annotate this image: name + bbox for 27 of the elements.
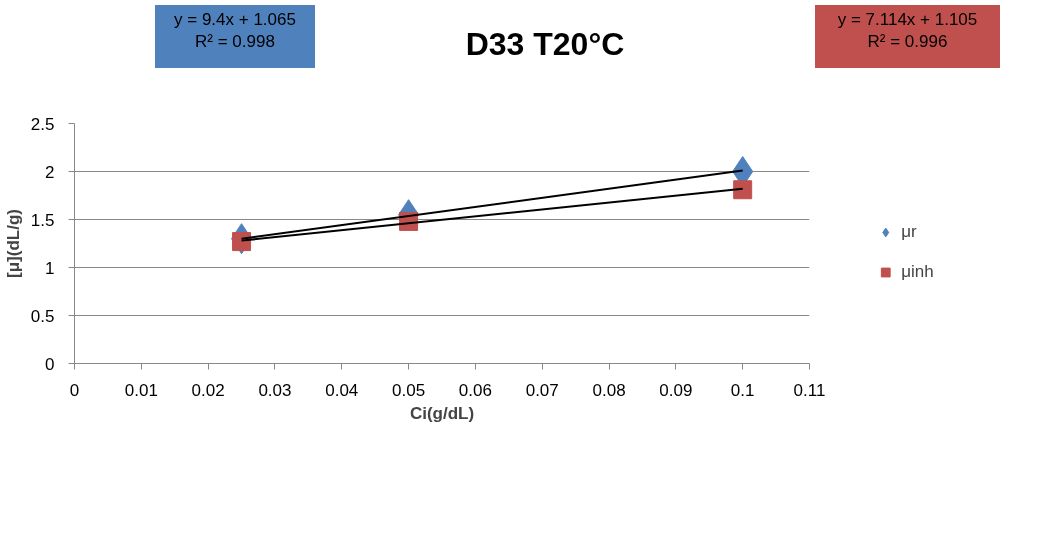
x-tick-label: 0.02 xyxy=(191,380,225,400)
x-tick-label: 0.09 xyxy=(659,380,693,400)
x-tick-label: 0.11 xyxy=(793,380,826,400)
y-tick-label: 0.5 xyxy=(30,306,55,326)
text: R² = 0.998 xyxy=(195,32,275,52)
y-tick-label: 2 xyxy=(45,162,55,182)
x-tick-label: 0.07 xyxy=(525,380,559,400)
y-axis-title: [μ](dL/g) xyxy=(3,208,23,278)
x-tick-label: 0.04 xyxy=(325,380,359,400)
text: R² = 0.996 xyxy=(867,32,948,52)
x-axis-title: Ci(g/dL) xyxy=(409,403,475,423)
y-tick-label: 2.5 xyxy=(30,114,55,134)
chart-title: D33 T20°C xyxy=(465,25,625,64)
x-tick-label: 0.01 xyxy=(124,380,158,400)
x-tick-label: 0 xyxy=(69,380,80,400)
x-tick-label: 0.05 xyxy=(392,380,426,400)
text: y = 7.114x + 1.105 xyxy=(837,10,978,29)
x-tick-label: 0.1 xyxy=(730,380,755,400)
x-tick-label: 0.06 xyxy=(458,380,492,400)
legend-label: μinh xyxy=(901,261,934,282)
text: y = 9.4x + 1.065 xyxy=(174,10,296,29)
x-tick-label: 0.03 xyxy=(258,380,292,400)
x-tick-label: 0.08 xyxy=(592,380,626,400)
y-tick-label: 1 xyxy=(45,258,55,278)
y-tick-label: 1.5 xyxy=(30,210,55,230)
y-tick-label: 0 xyxy=(45,354,55,374)
legend-label: μr xyxy=(901,221,918,242)
